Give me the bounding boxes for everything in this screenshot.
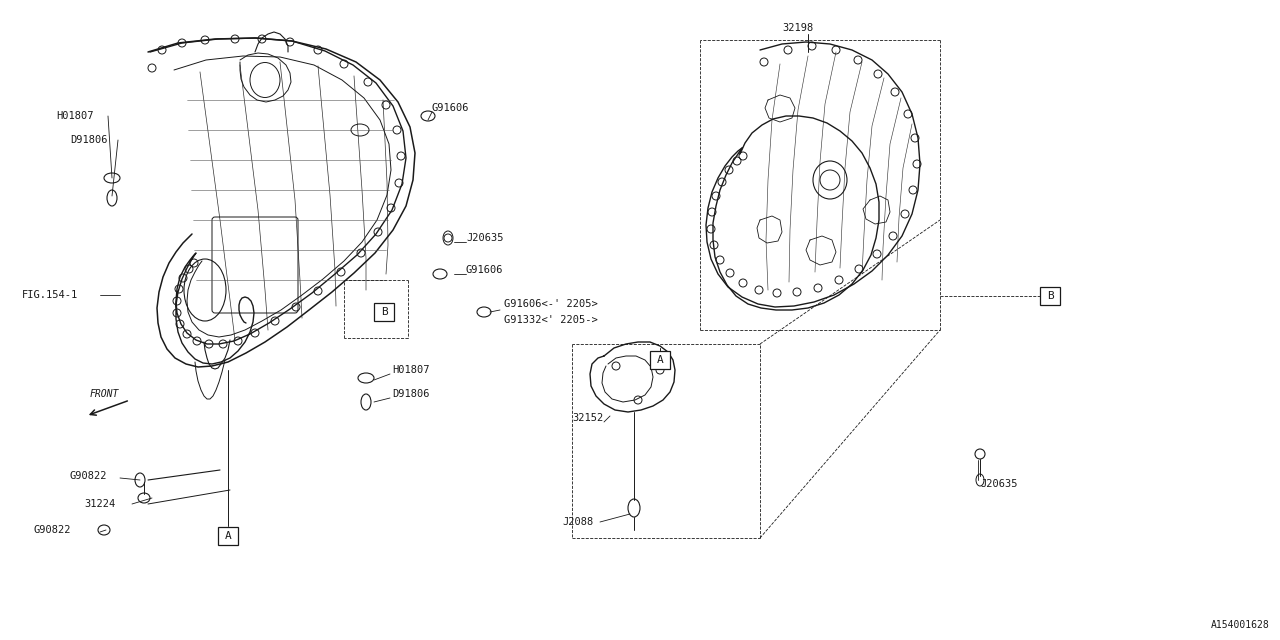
Text: D91806: D91806 [392,389,430,399]
Text: G91606: G91606 [466,265,503,275]
Text: 31224: 31224 [84,499,115,509]
Text: FRONT: FRONT [90,389,119,399]
Text: A: A [224,531,232,541]
Text: J2088: J2088 [562,517,593,527]
Text: B: B [1047,291,1053,301]
Text: H01807: H01807 [56,111,93,121]
Text: H01807: H01807 [392,365,430,375]
Text: J20635: J20635 [466,233,503,243]
Text: G90822: G90822 [70,471,108,481]
Bar [650,351,669,369]
Text: 32152: 32152 [572,413,603,423]
Text: 32198: 32198 [782,23,813,33]
Bar [374,303,394,321]
Text: J20635: J20635 [980,479,1018,489]
Text: G91332<' 2205->: G91332<' 2205-> [504,315,598,325]
Text: G90822: G90822 [35,525,72,535]
Text: G91606<-' 2205>: G91606<-' 2205> [504,299,598,309]
Text: D91806: D91806 [70,135,108,145]
Text: B: B [380,307,388,317]
Text: G91606: G91606 [433,103,470,113]
Text: FIG.154-1: FIG.154-1 [22,290,78,300]
Text: A: A [657,355,663,365]
Bar [218,527,238,545]
Text: A154001628: A154001628 [1211,620,1270,630]
Bar [1039,287,1060,305]
